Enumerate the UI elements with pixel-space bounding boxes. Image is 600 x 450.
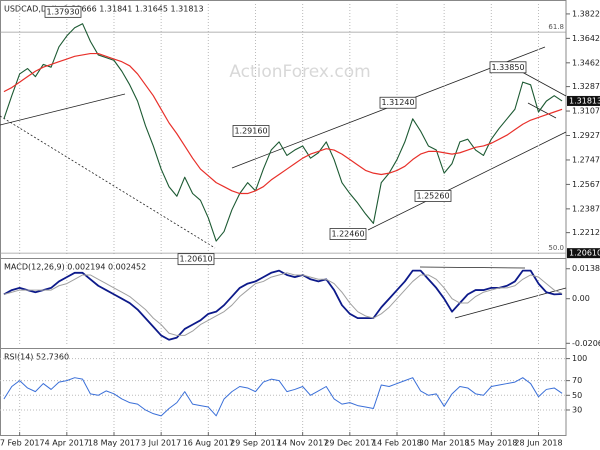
macd-trendline xyxy=(419,266,526,269)
y-tick-label: 1.23870 xyxy=(572,204,600,213)
y-tick-label: 0.00 xyxy=(572,294,590,303)
annotation-box xyxy=(177,253,215,266)
x-tick-label: 15 May 2018 xyxy=(465,439,517,448)
annotation-box xyxy=(232,125,270,137)
triangle-lower xyxy=(527,102,557,119)
y-tick-label: -0.020648 xyxy=(572,339,600,348)
annotation-box xyxy=(44,5,82,18)
annotation-box xyxy=(414,190,452,202)
y-tick-label: 1.38220 xyxy=(572,9,600,18)
annotation-label: 1.33850 xyxy=(491,63,524,72)
series-line xyxy=(3,269,563,341)
annotation-label: 1.20610 xyxy=(179,255,212,264)
annotation-box xyxy=(489,61,527,74)
x-tick-label: 17 Feb 2017 xyxy=(0,439,45,448)
frame xyxy=(0,0,567,436)
y-tick-label: 30 xyxy=(572,405,582,414)
annotation-label: 1.29160 xyxy=(234,126,267,135)
fib-label: 50.0 xyxy=(548,244,564,252)
series-line xyxy=(3,52,563,195)
fib-label: 61.8 xyxy=(548,23,564,31)
trendline xyxy=(0,93,126,126)
triangle-upper xyxy=(521,71,567,97)
annotation-label: 1.22460 xyxy=(331,230,364,239)
x-tick-label: 3 Jul 2017 xyxy=(141,439,181,448)
y-tick-label: 1.25670 xyxy=(572,180,600,189)
series-line xyxy=(3,377,563,417)
rsi-title: RSI(14) 52.7360 xyxy=(4,353,69,362)
annotation-box xyxy=(379,96,417,109)
x-tick-label: 29 Dec 2017 xyxy=(324,439,375,448)
y-tick-label: 1.31070 xyxy=(572,107,600,116)
x-tick-label: 14 Feb 2018 xyxy=(372,439,422,448)
x-tick-label: 30 Mar 2018 xyxy=(419,439,470,448)
price-title: USDCAD,Daily 1.31666 1.31841 1.31645 1.3… xyxy=(4,5,204,14)
y-tick-label: 1.27470 xyxy=(572,155,600,164)
last-price-box xyxy=(567,95,600,106)
y-tick-label: 1.32870 xyxy=(572,82,600,91)
macd-title: MACD(12,26,9) 0.002194 0.002452 xyxy=(4,263,146,272)
y-tick-label: 70 xyxy=(572,376,582,385)
x-tick-label: 14 Nov 2017 xyxy=(277,439,328,448)
watermark: ActionForex.com xyxy=(229,62,370,82)
annotation-box xyxy=(329,228,367,240)
low-marker-box xyxy=(567,248,600,259)
y-tick-label: 100 xyxy=(572,354,587,363)
x-tick-label: 28 Jun 2018 xyxy=(514,439,562,448)
x-tick-label: 29 Sep 2017 xyxy=(230,439,281,448)
x-tick-label: 16 Aug 2017 xyxy=(183,439,234,448)
last-price-label: 1.31813 xyxy=(569,96,600,105)
y-tick-label: 50 xyxy=(572,391,582,400)
channel-lower xyxy=(367,131,567,231)
y-tick-label: 1.36420 xyxy=(572,34,600,43)
x-tick-label: 18 May 2017 xyxy=(88,439,140,448)
y-tick-label: 1.34620 xyxy=(572,58,600,67)
series-line xyxy=(3,23,563,242)
annotation-label: 1.31240 xyxy=(381,98,414,107)
low-marker-label: 1.20610 xyxy=(569,249,600,258)
annotation-label: 1.25260 xyxy=(416,191,449,200)
x-tick-label: 4 Apr 2017 xyxy=(45,439,89,448)
y-tick-label: 0.013880 xyxy=(572,264,600,273)
y-tick-label: 1.22120 xyxy=(572,228,600,237)
series-line xyxy=(3,272,563,336)
y-tick-label: 1.29270 xyxy=(572,131,600,140)
annotation-label: 1.37930 xyxy=(46,7,79,16)
